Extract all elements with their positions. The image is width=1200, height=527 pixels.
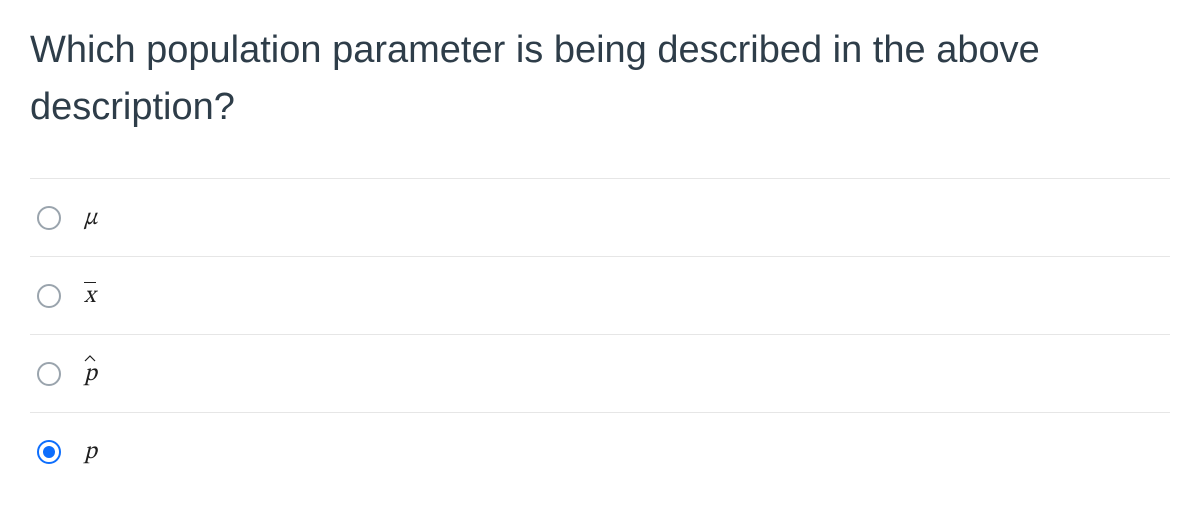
options-list: μ x p p (30, 178, 1170, 491)
option-label-text: μ (84, 206, 97, 230)
option-xbar[interactable]: x (30, 257, 1170, 335)
option-label-text: p (84, 440, 97, 464)
overline-accent (84, 282, 96, 283)
option-phat[interactable]: p (30, 335, 1170, 413)
option-mu[interactable]: μ (30, 179, 1170, 257)
radio-icon (36, 283, 62, 309)
option-label: x (84, 284, 96, 308)
question-text: Which population parameter is being desc… (30, 22, 1170, 136)
hat-accent (84, 355, 96, 362)
quiz-container: Which population parameter is being desc… (0, 0, 1200, 491)
radio-icon (36, 205, 62, 231)
option-label-text: p (84, 362, 97, 386)
option-p[interactable]: p (30, 413, 1170, 491)
option-label: μ (84, 206, 97, 230)
option-label-text: x (84, 284, 96, 308)
option-label: p (84, 362, 97, 386)
radio-icon (36, 439, 62, 465)
radio-icon (36, 361, 62, 387)
option-label: p (84, 440, 97, 464)
